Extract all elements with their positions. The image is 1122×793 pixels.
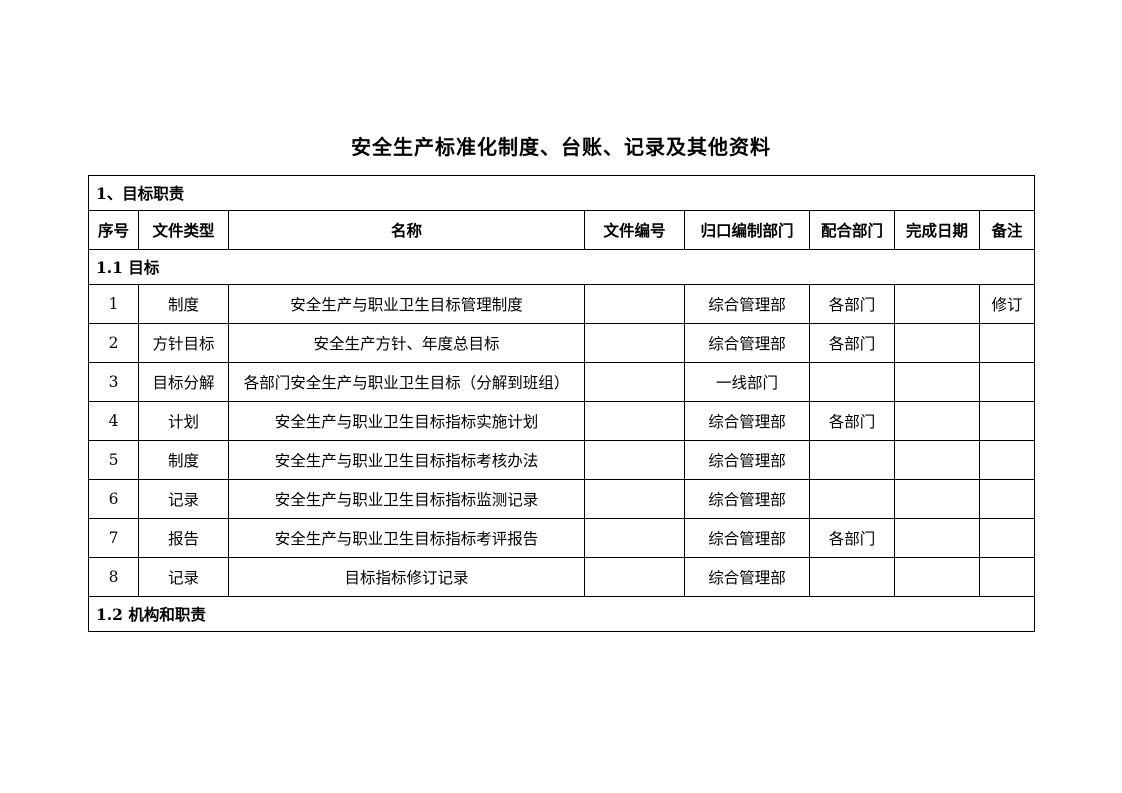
cell-file-type: 制度 [138,440,229,480]
cell-file-number [584,362,685,402]
cell-no: 4 [88,401,139,441]
table-row: 4 计划 安全生产与职业卫生目标指标实施计划 综合管理部 各部门 [88,401,1036,441]
cell-no: 5 [88,440,139,480]
cell-completion-date [894,401,980,441]
cell-cooperating-department: 各部门 [809,284,895,324]
cell-file-number [584,518,685,558]
column-header-remarks: 备注 [978,210,1036,250]
column-header-file-number: 文件编号 [584,210,685,250]
cell-no: 2 [88,323,139,363]
cell-file-type: 计划 [138,401,229,441]
cell-no: 6 [88,479,139,519]
cell-cooperating-department [809,557,895,597]
cell-remarks [978,557,1036,597]
cell-compiling-department: 一线部门 [684,362,810,402]
cell-cooperating-department: 各部门 [809,401,895,441]
cell-no: 1 [88,284,139,324]
cell-completion-date [894,323,980,363]
cell-cooperating-department [809,479,895,519]
cell-name: 目标指标修订记录 [228,557,585,597]
subsection-row-1-2: 1.2 机构和职责 [87,596,1036,632]
page-title: 安全生产标准化制度、台账、记录及其他资料 [351,135,771,159]
cell-cooperating-department: 各部门 [809,323,895,363]
table-header-row: 序号 文件类型 名称 文件编号 归口编制部门 配合部门 完成日期 备注 [88,210,1036,250]
cell-file-number [584,440,685,480]
section-row-1: 1、目标职责 [87,175,1036,211]
cell-remarks [978,323,1036,363]
cell-file-type: 目标分解 [138,362,229,402]
table-row: 8 记录 目标指标修订记录 综合管理部 [88,557,1036,597]
cell-name: 安全生产与职业卫生目标指标考评报告 [228,518,585,558]
table-row: 6 记录 安全生产与职业卫生目标指标监测记录 综合管理部 [88,479,1036,519]
column-header-compiling-department: 归口编制部门 [684,210,810,250]
cell-file-number [584,557,685,597]
subsection-1-1-label: 1.1 目标 [87,249,1036,285]
cell-remarks: 修订 [978,284,1036,324]
cell-file-type: 记录 [138,479,229,519]
cell-compiling-department: 综合管理部 [684,323,810,363]
column-header-name: 名称 [228,210,585,250]
cell-compiling-department: 综合管理部 [684,518,810,558]
cell-file-number [584,323,685,363]
cell-file-type: 报告 [138,518,229,558]
table-row: 7 报告 安全生产与职业卫生目标指标考评报告 综合管理部 各部门 [88,518,1036,558]
column-header-no: 序号 [88,210,139,250]
cell-name: 安全生产与职业卫生目标指标监测记录 [228,479,585,519]
cell-name: 各部门安全生产与职业卫生目标（分解到班组） [228,362,585,402]
table-row: 5 制度 安全生产与职业卫生目标指标考核办法 综合管理部 [88,440,1036,480]
section-1-label: 1、目标职责 [87,175,1036,211]
cell-name: 安全生产与职业卫生目标指标考核办法 [228,440,585,480]
cell-compiling-department: 综合管理部 [684,479,810,519]
cell-remarks [978,518,1036,558]
cell-completion-date [894,518,980,558]
cell-no: 7 [88,518,139,558]
cell-no: 3 [88,362,139,402]
table-row: 2 方针目标 安全生产方针、年度总目标 综合管理部 各部门 [88,323,1036,363]
cell-no: 8 [88,557,139,597]
cell-compiling-department: 综合管理部 [684,440,810,480]
cell-file-type: 方针目标 [138,323,229,363]
table-row: 3 目标分解 各部门安全生产与职业卫生目标（分解到班组） 一线部门 [88,362,1036,402]
cell-compiling-department: 综合管理部 [684,401,810,441]
column-header-completion-date: 完成日期 [894,210,980,250]
cell-completion-date [894,284,980,324]
cell-compiling-department: 综合管理部 [684,284,810,324]
cell-cooperating-department [809,362,895,402]
cell-file-number [584,401,685,441]
cell-name: 安全生产与职业卫生目标指标实施计划 [228,401,585,441]
cell-name: 安全生产与职业卫生目标管理制度 [228,284,585,324]
cell-remarks [978,401,1036,441]
cell-completion-date [894,440,980,480]
cell-file-type: 制度 [138,284,229,324]
subsection-row-1-1: 1.1 目标 [87,249,1036,285]
cell-file-number [584,284,685,324]
cell-cooperating-department: 各部门 [809,518,895,558]
subsection-1-2-label: 1.2 机构和职责 [87,596,1036,632]
cell-completion-date [894,479,980,519]
column-header-cooperating-department: 配合部门 [809,210,895,250]
safety-standardization-table: 1、目标职责 序号 文件类型 名称 文件编号 归口编制部门 配合部门 完成日期 … [87,175,1036,632]
column-header-file-type: 文件类型 [138,210,229,250]
cell-remarks [978,479,1036,519]
cell-file-number [584,479,685,519]
cell-remarks [978,362,1036,402]
cell-name: 安全生产方针、年度总目标 [228,323,585,363]
cell-compiling-department: 综合管理部 [684,557,810,597]
cell-file-type: 记录 [138,557,229,597]
cell-completion-date [894,362,980,402]
table-row: 1 制度 安全生产与职业卫生目标管理制度 综合管理部 各部门 修订 [88,284,1036,324]
cell-cooperating-department [809,440,895,480]
cell-remarks [978,440,1036,480]
cell-completion-date [894,557,980,597]
